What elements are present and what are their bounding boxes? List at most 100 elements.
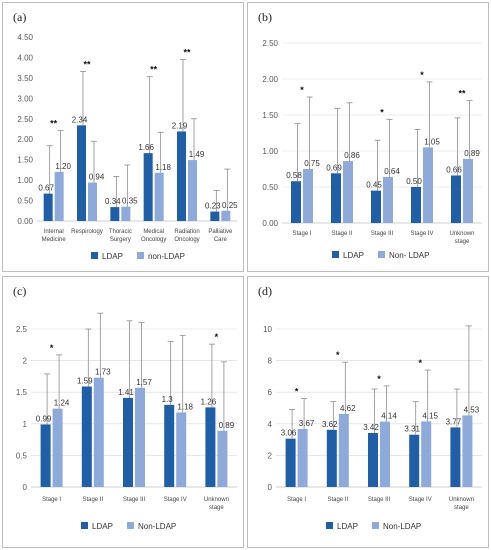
data-label: 1.66 (138, 143, 154, 152)
bar-series1 (451, 175, 461, 223)
category-label-line: Care (214, 237, 228, 243)
legend-swatch-series1 (326, 522, 333, 529)
legend-swatch-series1 (332, 251, 339, 258)
legend-swatch-series1 (81, 522, 88, 529)
panel-label-c: (c) (13, 284, 26, 298)
data-label: 4.15 (422, 411, 438, 420)
chart-panel-c: (c) 0 0.5 1 1.5 2 2.5 0.99 1.24 * Stage I 1.59 1.73 S… (2, 276, 244, 548)
category-label: Stage II (327, 497, 348, 503)
data-label: 0.75 (304, 159, 320, 168)
data-label: 1.57 (136, 378, 152, 387)
category-label-line: Stage I (292, 231, 311, 237)
bar-series2 (154, 172, 164, 221)
chart-panel-a: (a) 0.00 0.50 1.00 1.50 2.00 2.50 3.00 3.50 4.00 4… (2, 2, 244, 272)
bar-series2 (54, 171, 64, 221)
category-label-line: Stage II (82, 497, 103, 503)
data-label: 3.67 (299, 419, 315, 428)
significance-marker: ** (83, 59, 91, 69)
bar-series2 (462, 415, 473, 487)
data-label: 0.45 (366, 181, 382, 190)
bar-series1 (143, 153, 153, 221)
significance-marker: * (420, 70, 424, 80)
category-label-line: Surgery (110, 237, 131, 243)
bar-series2 (421, 421, 432, 487)
bar-series1 (285, 438, 296, 487)
bar-series2 (383, 176, 393, 223)
bar-series1 (43, 193, 53, 221)
legend-label-series2: Non-LDAP (138, 522, 176, 531)
bar-series1 (331, 173, 341, 223)
significance-marker: * (418, 358, 422, 368)
y-tick-label: 10 (263, 325, 272, 334)
bar-series1 (450, 427, 461, 487)
bar-series1 (326, 429, 337, 487)
data-label: 1.41 (118, 388, 134, 397)
bar-series1 (40, 424, 51, 487)
category-label-line: Stage II (327, 497, 348, 503)
panel-label-d: (d) (258, 284, 272, 298)
legend-label-series2: non-LDAP (148, 252, 185, 261)
category-label: Stage IV (409, 497, 432, 503)
data-label: 1.20 (55, 162, 71, 171)
data-label: 1.49 (189, 150, 205, 159)
significance-marker: * (336, 350, 340, 360)
category-label: Stage III (123, 497, 146, 503)
legend-swatch-series2 (127, 522, 134, 529)
category-label: Medical Oncology (141, 229, 166, 243)
category-label-line: Oncology (174, 237, 199, 243)
panel-label-a: (a) (13, 10, 26, 24)
data-label: 1.18 (155, 163, 171, 172)
data-label: 0.67 (38, 184, 54, 193)
significance-marker: * (50, 343, 54, 353)
bar-series2 (176, 412, 187, 487)
category-label-line: Stage III (371, 231, 394, 237)
y-tick-label: 3.50 (17, 74, 33, 83)
category-label: Palliative Care (208, 229, 233, 243)
legend-label-series2: Non- LDAP (389, 251, 429, 260)
y-tick-label: 0.00 (17, 217, 33, 226)
data-label: 3.06 (281, 429, 297, 438)
category-label: Stage I (287, 497, 306, 503)
category-label-line: stage (454, 505, 469, 511)
chart-a-svg: (a) 0.00 0.50 1.00 1.50 2.00 2.50 3.00 3.50 4.00 4… (13, 10, 238, 261)
significance-marker: * (295, 387, 299, 397)
category-label: Unknown stage (204, 497, 229, 511)
data-label: 0.66 (446, 165, 462, 174)
category-label-line: Medicine (42, 237, 67, 243)
data-label: 3.62 (322, 420, 338, 429)
bar-series1 (110, 207, 120, 221)
y-tick-label: 1.50 (17, 156, 33, 165)
data-label: 2.19 (172, 121, 188, 130)
category-label: Radiation Oncology (174, 229, 199, 243)
bar-series2 (188, 160, 197, 221)
bar-series2 (463, 158, 473, 223)
significance-marker: * (215, 332, 219, 342)
bar-series2 (380, 421, 390, 487)
significance-marker: ** (183, 47, 191, 57)
data-label: 0.89 (219, 421, 235, 430)
y-tick-label: 6 (268, 388, 273, 397)
bar-series2 (88, 182, 97, 221)
y-tick-label: 2.00 (17, 135, 33, 144)
data-label: 0.69 (326, 163, 342, 172)
category-label-line: Stage IV (410, 231, 433, 237)
data-label: 4.62 (340, 404, 356, 413)
category-label-line: Stage III (368, 497, 391, 503)
category-label: Respirology (71, 229, 103, 235)
category-label: Unknown stage (449, 231, 474, 245)
y-tick-label: 0.50 (17, 197, 33, 206)
category-label-line: stage (455, 239, 470, 245)
bar-series2 (303, 169, 313, 223)
legend-label-series1: LDAP (92, 522, 113, 531)
bar-series1 (123, 397, 133, 487)
y-tick-label: 0.5 (16, 451, 28, 460)
data-label: 1.18 (177, 402, 193, 411)
y-tick-label: 2.50 (17, 115, 33, 124)
legend-label-series1: LDAP (343, 251, 364, 260)
bar-series1 (368, 432, 378, 487)
category-label: Stage III (371, 231, 394, 237)
data-label: 0.23 (205, 202, 221, 211)
y-tick-label: 0.50 (262, 183, 278, 192)
data-label: 0.50 (406, 177, 422, 186)
